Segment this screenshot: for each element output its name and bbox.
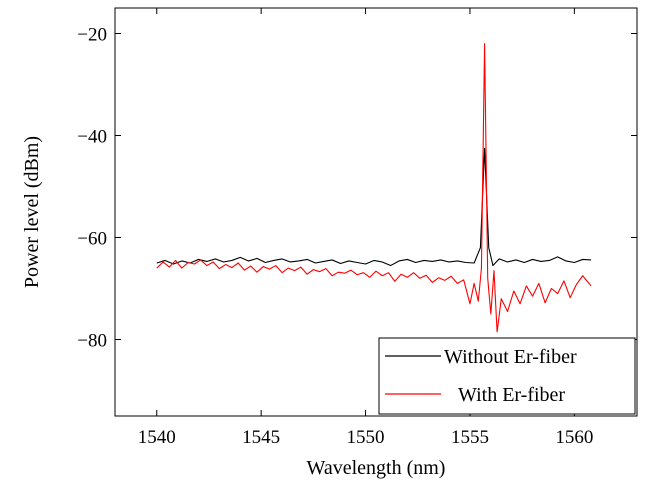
series-lines (156, 43, 592, 333)
y-tick-label: −60 (77, 229, 107, 250)
y-tick-label: −20 (77, 25, 107, 46)
y-axis-label: Power level (dBm) (21, 136, 43, 288)
plot-frame (114, 7, 638, 417)
tick-labels: 1540 1545 1550 1555 1560 −80 −60 −40 −20 (77, 25, 593, 449)
x-tick-label: 1555 (451, 427, 489, 448)
x-tick-label: 1540 (138, 427, 176, 448)
y-tick-label: −80 (77, 331, 107, 352)
legend: Without Er-fiber With Er-fiber (378, 337, 636, 415)
y-tick-label: −40 (77, 127, 107, 148)
series-line-with-er-fiber (156, 43, 592, 333)
legend-label-with-er-fiber: With Er-fiber (458, 384, 565, 406)
series-line-without-er-fiber (156, 147, 592, 267)
x-tick-label: 1545 (242, 427, 280, 448)
x-tick-label: 1550 (347, 427, 385, 448)
x-axis-label: Wavelength (nm) (307, 457, 446, 479)
x-tick-label: 1560 (555, 427, 593, 448)
legend-box (378, 337, 636, 415)
legend-label-without-er-fiber: Without Er-fiber (444, 346, 577, 368)
